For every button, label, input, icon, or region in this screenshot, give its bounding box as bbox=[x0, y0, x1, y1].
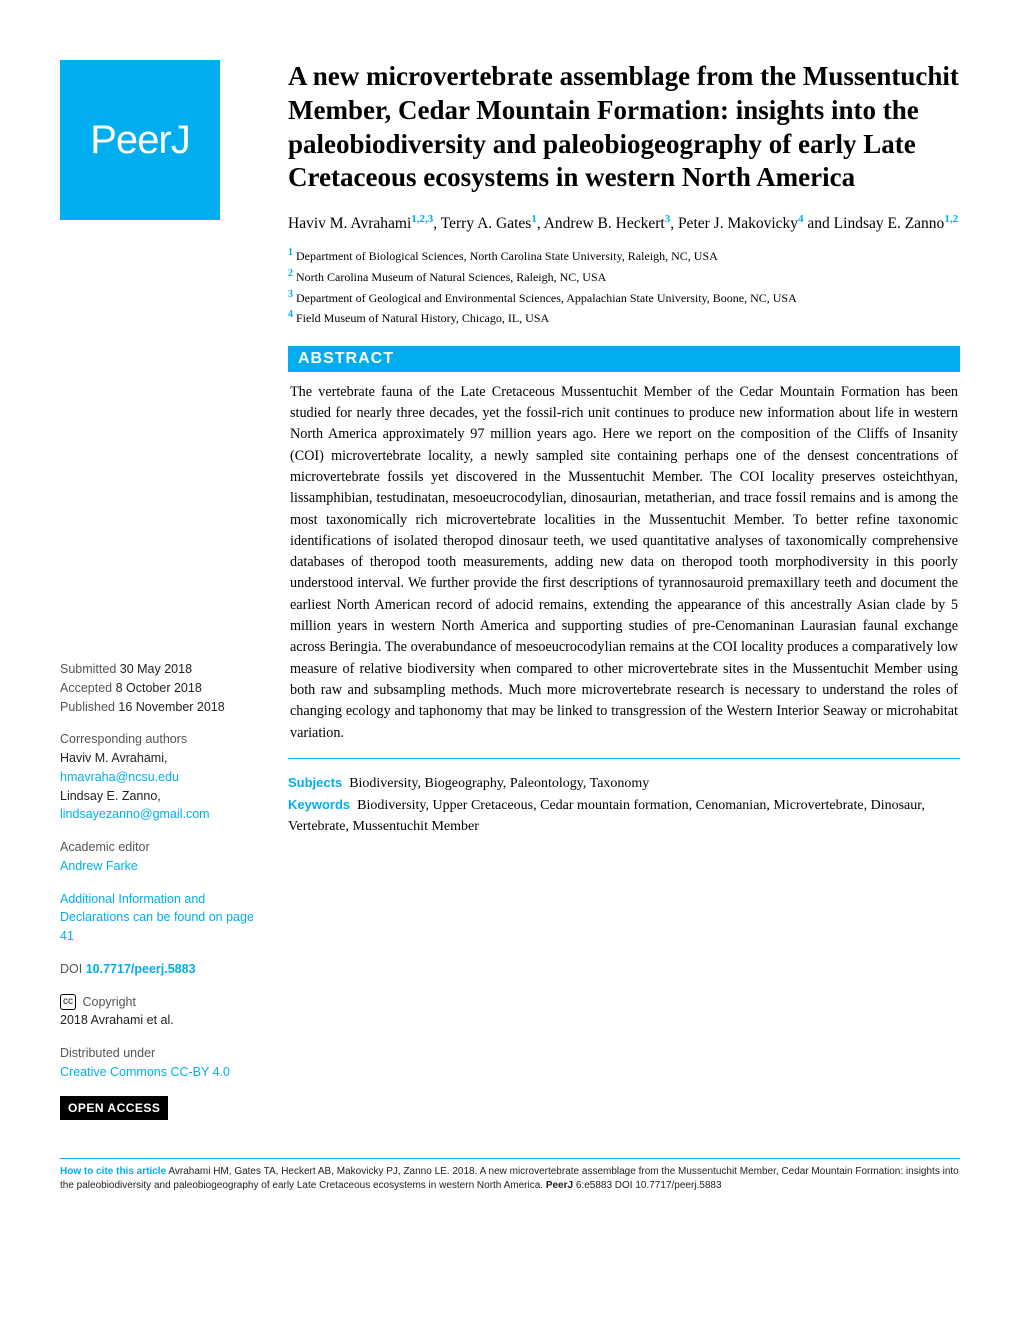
subjects-block: Subjects Biodiversity, Biogeography, Pal… bbox=[288, 773, 960, 838]
abstract-text: The vertebrate fauna of the Late Cretace… bbox=[288, 372, 960, 759]
corresponding-email-2[interactable]: lindsayezanno@gmail.com bbox=[60, 805, 260, 824]
published-date: 16 November 2018 bbox=[118, 700, 224, 714]
declarations-section: Additional Information and Declarations … bbox=[60, 890, 260, 946]
affiliation-item: 2 North Carolina Museum of Natural Scien… bbox=[288, 266, 960, 287]
journal-logo: PeerJ bbox=[60, 60, 220, 220]
affiliation-item: 1 Department of Biological Sciences, Nor… bbox=[288, 245, 960, 266]
accepted-label: Accepted bbox=[60, 681, 112, 695]
open-access-badge: OPEN ACCESS bbox=[60, 1096, 260, 1120]
keywords-label: Keywords bbox=[288, 797, 350, 812]
author-list: Haviv M. Avrahami1,2,3, Terry A. Gates1,… bbox=[288, 211, 960, 235]
doi-section: DOI 10.7717/peerj.5883 bbox=[60, 960, 260, 979]
submitted-date: 30 May 2018 bbox=[120, 662, 192, 676]
editor-name[interactable]: Andrew Farke bbox=[60, 857, 260, 876]
corresponding-author-1: Haviv M. Avrahami, bbox=[60, 749, 260, 768]
keywords-text: Biodiversity, Upper Cretaceous, Cedar mo… bbox=[288, 798, 925, 835]
article-meta: Submitted 30 May 2018 Accepted 8 October… bbox=[60, 660, 260, 1120]
dates-section: Submitted 30 May 2018 Accepted 8 October… bbox=[60, 660, 260, 716]
article-title: A new microvertebrate assemblage from th… bbox=[288, 60, 960, 195]
open-access-text: OPEN ACCESS bbox=[60, 1096, 168, 1120]
editor-section: Academic editor Andrew Farke bbox=[60, 838, 260, 876]
citation-footer: How to cite this article Avrahami HM, Ga… bbox=[60, 1158, 960, 1193]
affiliation-list: 1 Department of Biological Sciences, Nor… bbox=[288, 245, 960, 327]
corresponding-section: Corresponding authors Haviv M. Avrahami,… bbox=[60, 730, 260, 824]
citation-text: Avrahami HM, Gates TA, Heckert AB, Makov… bbox=[60, 1166, 959, 1191]
article-main: A new microvertebrate assemblage from th… bbox=[288, 60, 960, 1120]
citation-ref: 6:e5883 DOI 10.7717/peerj.5883 bbox=[576, 1180, 722, 1191]
copyright-label: Copyright bbox=[82, 995, 136, 1009]
affiliation-item: 4 Field Museum of Natural History, Chica… bbox=[288, 307, 960, 328]
copyright-text: 2018 Avrahami et al. bbox=[60, 1011, 260, 1030]
corresponding-email-1[interactable]: hmavraha@ncsu.edu bbox=[60, 768, 260, 787]
accepted-date: 8 October 2018 bbox=[116, 681, 202, 695]
subjects-text: Biodiversity, Biogeography, Paleontology… bbox=[349, 776, 649, 791]
journal-logo-text: PeerJ bbox=[90, 118, 190, 163]
declarations-link[interactable]: Additional Information and Declarations … bbox=[60, 890, 260, 946]
editor-label: Academic editor bbox=[60, 838, 260, 857]
sidebar: PeerJ Submitted 30 May 2018 Accepted 8 O… bbox=[60, 60, 260, 1120]
subjects-label: Subjects bbox=[288, 775, 342, 790]
submitted-label: Submitted bbox=[60, 662, 116, 676]
cc-icon: cc bbox=[60, 994, 76, 1010]
license-label: Distributed under bbox=[60, 1044, 260, 1063]
affiliation-item: 3 Department of Geological and Environme… bbox=[288, 287, 960, 308]
license-section: Distributed under Creative Commons CC-BY… bbox=[60, 1044, 260, 1082]
doi-label: DOI bbox=[60, 962, 82, 976]
corresponding-label: Corresponding authors bbox=[60, 730, 260, 749]
published-label: Published bbox=[60, 700, 115, 714]
citation-journal: PeerJ bbox=[546, 1180, 573, 1191]
license-link[interactable]: Creative Commons CC-BY 4.0 bbox=[60, 1063, 260, 1082]
abstract-heading: ABSTRACT bbox=[288, 346, 960, 372]
citation-label: How to cite this article bbox=[60, 1166, 166, 1177]
copyright-section: cc Copyright 2018 Avrahami et al. bbox=[60, 993, 260, 1031]
corresponding-author-2: Lindsay E. Zanno, bbox=[60, 787, 260, 806]
doi-value[interactable]: 10.7717/peerj.5883 bbox=[86, 962, 196, 976]
